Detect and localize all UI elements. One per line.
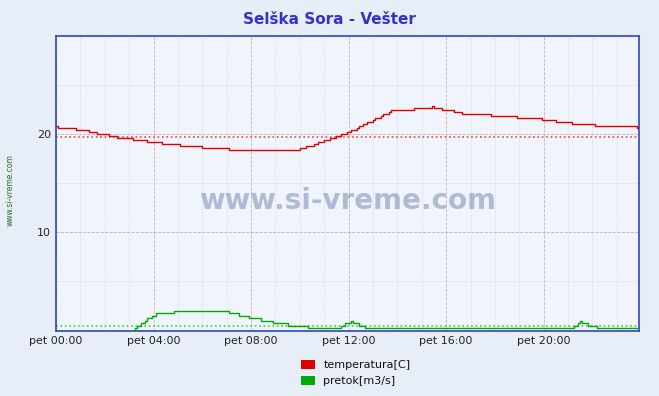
Legend: temperatura[C], pretok[m3/s]: temperatura[C], pretok[m3/s]: [297, 355, 415, 390]
Text: Selška Sora - Vešter: Selška Sora - Vešter: [243, 12, 416, 27]
Text: www.si-vreme.com: www.si-vreme.com: [199, 187, 496, 215]
Text: www.si-vreme.com: www.si-vreme.com: [5, 154, 14, 226]
